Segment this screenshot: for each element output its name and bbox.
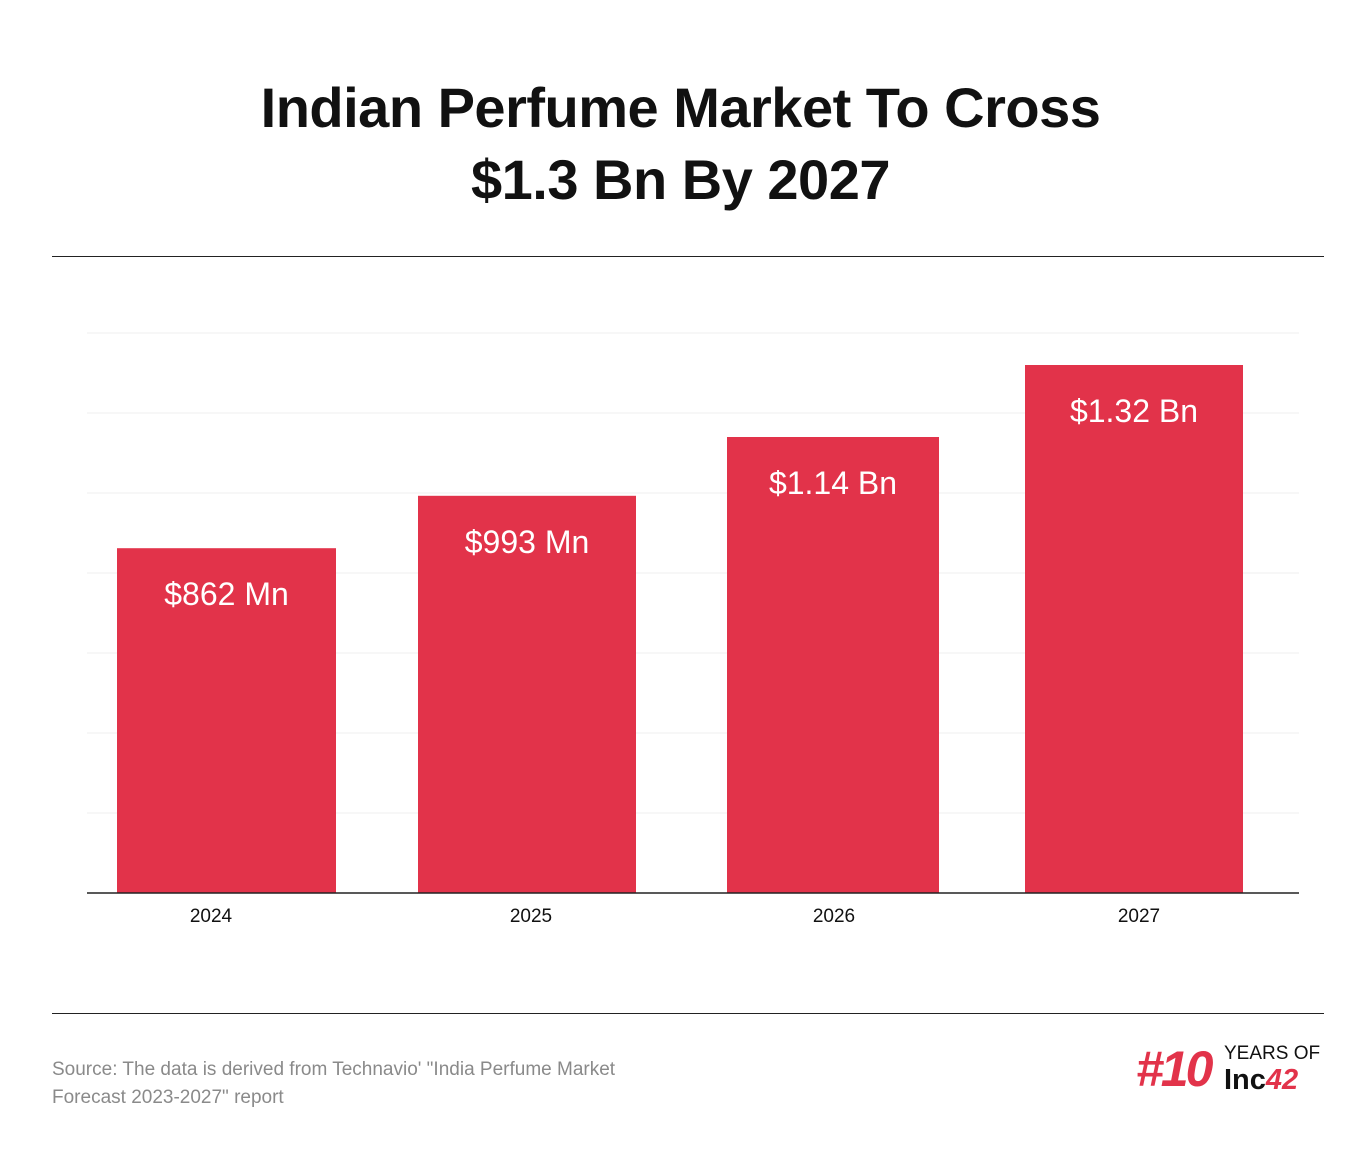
- bar-2025: [418, 495, 636, 893]
- data-label-2027: $1.32 Bn: [1070, 393, 1198, 429]
- source-note: Source: The data is derived from Technav…: [52, 1056, 752, 1112]
- x-tick-label-2026: 2026: [813, 906, 855, 927]
- x-tick-label-2024: 2024: [190, 906, 233, 927]
- brand-hash-text: #10: [1136, 1041, 1213, 1097]
- bar-2027: [1025, 365, 1243, 893]
- data-label-2024: $862 Mn: [164, 576, 289, 612]
- brand-logo: #10 YEARS OF Inc42: [1136, 1040, 1326, 1100]
- bars: [117, 365, 1243, 893]
- brand-inc-word: Inc: [1224, 1064, 1266, 1096]
- data-labels: $862 Mn $993 Mn $1.14 Bn $1.32 Bn: [164, 393, 1198, 612]
- x-tick-label-2027: 2027: [1118, 906, 1160, 927]
- source-line-2: Forecast 2023-2027" report: [52, 1087, 284, 1108]
- brand-inc-number: 42: [1265, 1064, 1299, 1096]
- bottom-divider: [52, 1013, 1324, 1014]
- brand-inc-text: Inc42: [1224, 1064, 1298, 1096]
- chart-title-line-1: Indian Perfume Market To Cross: [260, 76, 1101, 139]
- x-axis-ticks: 2024 2025 2026 2027: [190, 906, 1160, 927]
- x-tick-label-2025: 2025: [510, 906, 552, 927]
- bar-2024: [117, 548, 336, 893]
- top-divider: [52, 256, 1324, 257]
- chart-title-line-2: $1.3 Bn By 2027: [471, 148, 890, 211]
- bar-2026: [727, 437, 939, 893]
- brand-years-text: YEARS OF: [1224, 1043, 1321, 1064]
- chart-title: Indian Perfume Market To Cross $1.3 Bn B…: [0, 72, 1361, 216]
- data-label-2025: $993 Mn: [465, 524, 590, 560]
- data-label-2026: $1.14 Bn: [769, 465, 897, 501]
- source-line-1: Source: The data is derived from Technav…: [52, 1059, 616, 1080]
